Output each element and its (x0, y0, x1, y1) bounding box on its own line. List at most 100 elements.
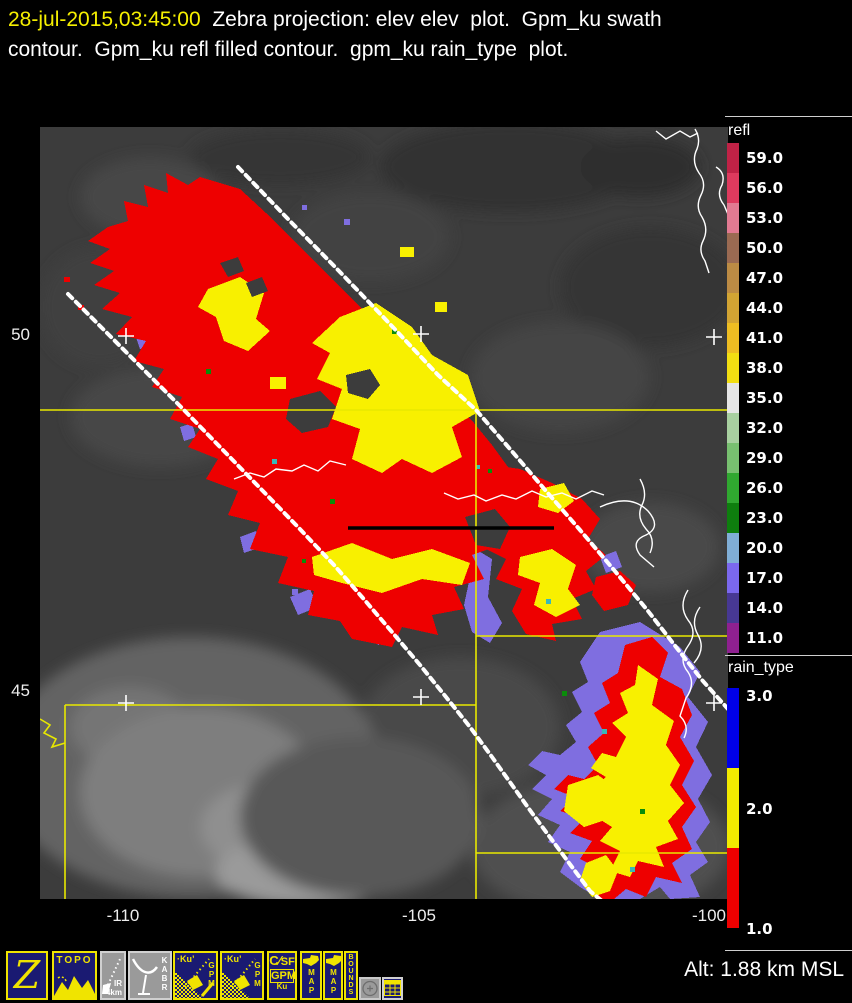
refl-swatch (727, 293, 739, 323)
swath-edge-east (236, 165, 730, 711)
topo-mountains-icon (54, 976, 95, 998)
grid-crosses (118, 326, 722, 711)
kabr-label: KABR (160, 956, 169, 992)
map-canvas[interactable] (0, 122, 740, 917)
map-label: MAP (307, 968, 316, 995)
refl-value: 56.0 (746, 179, 784, 197)
title-line2: contour. Gpm_ku refl filled contour. gpm… (8, 38, 569, 61)
refl-swatch (727, 353, 739, 383)
radar-dish-icon (131, 958, 159, 995)
refl-value: 50.0 (746, 239, 784, 257)
rain-type-swatch-3 (727, 688, 739, 768)
topo-label: TOPO (56, 955, 93, 966)
y-tick-45: 45 (11, 681, 30, 700)
csf-label: C⁄SF (269, 953, 295, 968)
refl-swatch (727, 443, 739, 473)
altitude-readout: Alt: 1.88 km MSL (684, 958, 844, 981)
refl-value: 14.0 (746, 599, 784, 617)
rain-type-separator (725, 655, 852, 656)
ku-label: ·Ku’ (177, 954, 195, 964)
ku-label: ·Ku’ (224, 954, 242, 964)
refl-value: 20.0 (746, 539, 784, 557)
map-label: MAP (329, 968, 338, 995)
title-line1: Zebra projection: elev elev plot. Gpm_ku… (200, 8, 662, 31)
rain-type-swatch-2 (727, 768, 739, 848)
rain-yellow-layer (198, 247, 684, 897)
y-tick-50: 50 (11, 325, 30, 344)
refl-value: 23.0 (746, 509, 784, 527)
x-tick--100: -100 (691, 906, 727, 925)
refl-swatch (727, 263, 739, 293)
ir-satellite-icon (102, 956, 122, 994)
gpm-ku-refl-button[interactable]: ·Ku’ GPM (220, 951, 264, 1000)
refl-value: 47.0 (746, 269, 784, 287)
refl-value: 59.0 (746, 149, 784, 167)
refl-speck-layer (206, 329, 645, 872)
timestamp: 28-jul-2015,03:45:00 (8, 8, 201, 31)
refl-value: 26.0 (746, 479, 784, 497)
map-overlay-button-1[interactable]: MAP (300, 951, 322, 1000)
gpm-satellite-icon (222, 958, 256, 998)
rain-type-value-3: 3.0 (746, 687, 773, 705)
refl-swatch (727, 413, 739, 443)
gpm-ku-swath-button[interactable]: ·Ku’ GPM (173, 951, 218, 1000)
rain-type-value-1: 1.0 (746, 920, 773, 938)
refl-swatch (727, 203, 739, 233)
refl-value: 11.0 (746, 629, 784, 647)
zebra-z-icon: Z (13, 953, 41, 997)
us-map-icon (303, 955, 319, 966)
x-tick--105: -105 (401, 906, 437, 925)
csf-ku-label: Ku (276, 982, 288, 991)
refl-swatch (727, 533, 739, 563)
refl-value: 29.0 (746, 449, 784, 467)
alt-separator (725, 950, 852, 951)
refl-swatch (727, 503, 739, 533)
us-map-icon (326, 955, 341, 966)
refl-value: 53.0 (746, 209, 784, 227)
refl-swatch (727, 383, 739, 413)
rain-type-scale-title: rain_type (728, 659, 794, 676)
grid-button[interactable] (382, 977, 403, 1000)
refl-swatch (727, 623, 739, 653)
rain-type-value-2: 2.0 (746, 800, 773, 818)
csf-gpm-ku-button[interactable]: C⁄SF GPM Ku (267, 951, 297, 1000)
grid-icon (384, 980, 401, 996)
refl-value: 17.0 (746, 569, 784, 587)
gpm-satellite-icon (175, 958, 215, 998)
bounds-button[interactable]: BOUNDS (344, 951, 358, 1000)
refl-swatch (727, 173, 739, 203)
refl-value: 35.0 (746, 389, 784, 407)
topo-button[interactable]: TOPO (52, 951, 97, 1000)
ir-label: IR 4km (105, 979, 122, 997)
csf-gpm-label: GPM (270, 969, 297, 983)
refl-swatch (727, 143, 739, 173)
locator-button[interactable] (359, 977, 381, 1000)
window-title: 28-jul-2015,03:45:00 Zebra projection: e… (8, 5, 808, 65)
map-plot (0, 122, 740, 917)
gpm-swath-boundary (66, 165, 730, 903)
gpm-label: GPM (253, 961, 262, 988)
refl-swatch (727, 233, 739, 263)
refl-swatch (727, 593, 739, 623)
swath-edge-west (66, 292, 604, 903)
refl-value: 32.0 (746, 419, 784, 437)
river-lines (233, 128, 731, 739)
refl-swatch (727, 473, 739, 503)
locator-circle-icon (362, 980, 378, 997)
refl-value: 38.0 (746, 359, 784, 377)
kabr-radar-button[interactable]: KABR (128, 951, 172, 1000)
bounds-label: BOUNDS (347, 954, 355, 996)
refl-value: 41.0 (746, 329, 784, 347)
x-tick--110: -110 (106, 906, 140, 925)
refl-scale-title: refl (728, 122, 751, 139)
ir-satellite-button[interactable]: IR 4km (100, 951, 126, 1000)
zebra-logo-button[interactable]: Z (6, 951, 48, 1000)
refl-value: 44.0 (746, 299, 784, 317)
refl-swatch (727, 323, 739, 353)
refl-swatch (727, 563, 739, 593)
state-boundaries (39, 409, 728, 899)
refl-separator (725, 116, 852, 117)
gpm-label: GPM (207, 961, 216, 988)
map-overlay-button-2[interactable]: MAP (323, 951, 343, 1000)
